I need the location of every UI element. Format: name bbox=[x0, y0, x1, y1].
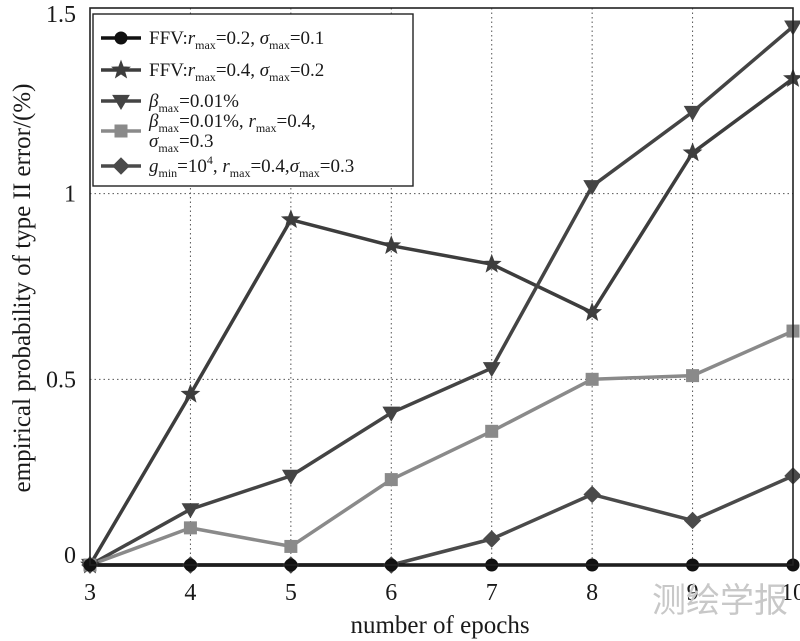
data-point bbox=[482, 362, 501, 378]
legend-swatch-marker bbox=[112, 157, 130, 175]
x-tick-label: 9 bbox=[687, 580, 699, 606]
x-tick-label: 4 bbox=[184, 580, 196, 606]
data-point bbox=[582, 302, 603, 321]
legend: FFV:rmax=0.2, σmax=0.1 FFV:rmax=0.4, σmax… bbox=[92, 13, 414, 187]
x-tick-label: 10 bbox=[781, 580, 800, 606]
data-point bbox=[280, 209, 301, 229]
x-tick-label: 6 bbox=[385, 580, 397, 606]
x-tick-label: 3 bbox=[84, 580, 96, 606]
legend-box bbox=[92, 13, 414, 187]
data-point bbox=[481, 253, 502, 273]
legend-swatch-marker bbox=[111, 59, 131, 79]
legend-label: FFV:rmax=0.2, σmax=0.1 bbox=[149, 28, 324, 52]
legend-label-line2: σmax=0.3 bbox=[149, 131, 214, 155]
y-axis-label: empirical probability of type II error/(… bbox=[9, 84, 36, 493]
legend-swatch-marker bbox=[112, 94, 130, 110]
legend-label: βmax=0.01% bbox=[148, 91, 239, 115]
watermark-text: 测绘学报 bbox=[652, 581, 788, 621]
y-tick-labels: 0 0.5 1 1.5 bbox=[46, 2, 76, 569]
series-line bbox=[88, 77, 795, 566]
series-line bbox=[89, 329, 794, 567]
legend-label: FFV:rmax=0.4, σmax=0.2 bbox=[149, 60, 324, 84]
data-point bbox=[683, 511, 702, 530]
x-tick-labels: 3 4 5 6 7 8 9 10 bbox=[84, 580, 800, 606]
x-axis-label: number of epochs bbox=[350, 612, 529, 639]
data-point bbox=[382, 406, 401, 422]
y-tick-label: 0.5 bbox=[46, 367, 76, 393]
data-point bbox=[682, 142, 703, 162]
data-point bbox=[183, 521, 197, 535]
data-point bbox=[284, 539, 298, 553]
legend-swatch-marker bbox=[114, 31, 128, 45]
data-point bbox=[180, 383, 201, 403]
plot-frame bbox=[89, 7, 794, 566]
data-point bbox=[683, 105, 702, 121]
y-tick-label: 0 bbox=[64, 543, 76, 569]
data-point bbox=[485, 424, 499, 438]
data-point bbox=[384, 473, 398, 487]
x-tick-label: 5 bbox=[285, 580, 297, 606]
data-point bbox=[583, 180, 602, 196]
legend-swatch-marker bbox=[114, 124, 128, 138]
x-tick-label: 8 bbox=[586, 580, 598, 606]
data-point bbox=[281, 469, 300, 485]
data-point bbox=[686, 369, 700, 383]
y-tick-label: 1 bbox=[64, 182, 76, 208]
data-point bbox=[381, 235, 402, 255]
legend-label: gmin=104, rmax=0.4,σmax=0.3 bbox=[149, 153, 354, 180]
y-tick-label: 1.5 bbox=[46, 2, 76, 28]
legend-label: βmax=0.01%, rmax=0.4, bbox=[148, 111, 316, 135]
series-line bbox=[89, 25, 795, 567]
data-point bbox=[585, 372, 599, 386]
data-point bbox=[583, 485, 601, 504]
data-point bbox=[181, 503, 200, 519]
x-tick-label: 7 bbox=[486, 580, 498, 606]
data-point bbox=[483, 530, 501, 548]
